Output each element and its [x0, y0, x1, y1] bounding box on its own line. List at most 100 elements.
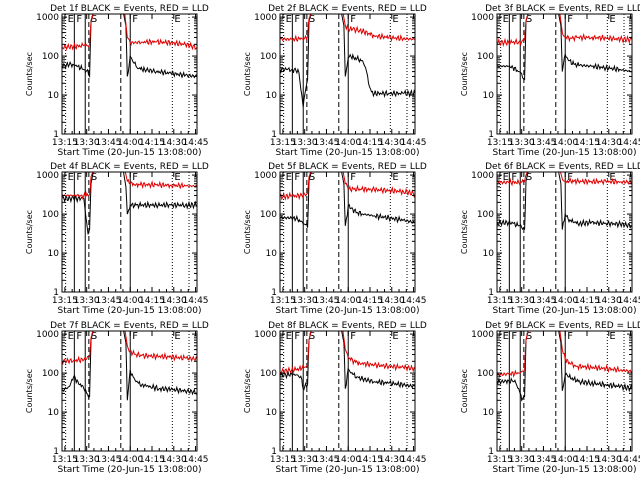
x-tick-label: 13:30	[74, 138, 100, 148]
x-tick-label: 13:30	[509, 138, 535, 148]
series-group	[497, 172, 632, 231]
y-tick-label: 1	[488, 447, 494, 457]
x-tick-label: 13:15	[487, 455, 513, 465]
y-tick-label: 1000	[471, 330, 494, 340]
x-tick-label: 14:30	[596, 455, 622, 465]
lld-series-line	[497, 172, 632, 187]
series-group	[62, 14, 197, 79]
lld-series-line	[280, 172, 415, 201]
y-axis-label: Counts/sec	[243, 369, 252, 413]
x-tick-label: 13:15	[52, 296, 78, 306]
marker-label-f: F	[76, 172, 82, 183]
x-tick-label: 14:00	[335, 138, 361, 148]
x-tick-label: 14:15	[357, 138, 383, 148]
marker-label-f: F	[567, 14, 573, 25]
marker-label-s: S	[526, 14, 532, 25]
panel-title: Det 6f BLACK = Events, RED = LLD	[485, 162, 640, 172]
plot-frame	[279, 13, 416, 135]
x-tick-label: 14:45	[183, 455, 209, 465]
x-tick-label: 13:30	[292, 138, 318, 148]
y-tick-label: 1	[488, 288, 494, 298]
plot-frame	[279, 330, 416, 452]
marker-label-s: S	[91, 172, 97, 183]
x-tick-label: 13:45	[530, 138, 556, 148]
x-tick-label: 13:15	[52, 138, 78, 148]
marker-label-e: E	[286, 14, 292, 25]
series-group	[280, 14, 415, 107]
events-series-line	[280, 172, 415, 228]
lld-series-line	[62, 14, 197, 51]
marker-label-f: F	[76, 331, 82, 342]
x-tick-label: 14:30	[596, 296, 622, 306]
x-tick-label: 14:45	[401, 138, 427, 148]
marker-label-s: S	[309, 331, 315, 342]
plot-frame	[61, 330, 198, 452]
y-axis-label: Counts/sec	[25, 210, 34, 254]
x-tick-label: 14:15	[357, 296, 383, 306]
y-tick-label: 1000	[471, 13, 494, 23]
panel-det-9f: E F S F E110100100013:1513:3013:4514:0014:15…	[460, 321, 640, 475]
events-series-line	[280, 331, 415, 391]
y-tick-label: 1	[488, 130, 494, 140]
marker-label-e: E	[68, 172, 74, 183]
panel-title: Det 3f BLACK = Events, RED = LLD	[485, 4, 640, 14]
y-tick-label: 1000	[471, 171, 494, 181]
y-tick-label: 1000	[36, 171, 59, 181]
panel-title: Det 7f BLACK = Events, RED = LLD	[50, 321, 209, 331]
marker-label-e: E	[286, 172, 292, 183]
y-tick-label: 100	[42, 210, 59, 220]
x-tick-label: 14:00	[552, 455, 578, 465]
panel-det-7f: E F S F E110100100013:1513:3013:4514:0014:15…	[25, 321, 209, 475]
events-series-line	[497, 331, 632, 402]
x-tick-label: 13:15	[270, 138, 296, 148]
y-tick-label: 1	[271, 447, 277, 457]
lld-series-line	[497, 331, 632, 379]
marker-label-f: F	[132, 14, 138, 25]
x-tick-label: 14:30	[379, 138, 405, 148]
x-tick-label: 13:30	[292, 455, 318, 465]
x-tick-label: 13:15	[487, 138, 513, 148]
panel-title: Det 4f BLACK = Events, RED = LLD	[50, 162, 209, 172]
y-tick-label: 10	[483, 91, 495, 101]
y-axis-label: Counts/sec	[460, 369, 469, 413]
y-tick-label: 10	[48, 91, 60, 101]
x-tick-label: 14:00	[335, 455, 361, 465]
x-axis-label: Start Time (20-Jun-15 13:08:00)	[58, 465, 202, 475]
y-tick-label: 100	[42, 52, 59, 62]
x-axis-label: Start Time (20-Jun-15 13:08:00)	[493, 148, 637, 158]
y-tick-label: 10	[483, 249, 495, 259]
y-tick-label: 10	[483, 408, 495, 418]
marker-label-s: S	[526, 172, 532, 183]
series-group	[62, 172, 197, 235]
panel-det-2f: E F S F E110100100013:1513:3013:4514:0014:15…	[243, 4, 427, 158]
marker-label-f: F	[76, 14, 82, 25]
marker-label-e: E	[174, 331, 180, 342]
marker-label-f: F	[567, 331, 573, 342]
panel-det-4f: E F S F E110100100013:1513:3013:4514:0014:15…	[25, 162, 209, 316]
x-tick-label: 13:30	[509, 455, 535, 465]
x-tick-label: 14:15	[139, 455, 165, 465]
marker-label-f: F	[294, 14, 300, 25]
marker-label-f: F	[294, 172, 300, 183]
y-axis-label: Counts/sec	[243, 210, 252, 254]
x-tick-label: 14:45	[183, 296, 209, 306]
x-tick-label: 14:45	[618, 138, 640, 148]
marker-label-e: E	[609, 331, 615, 342]
panel-title: Det 5f BLACK = Events, RED = LLD	[268, 162, 427, 172]
y-tick-label: 10	[48, 408, 60, 418]
y-tick-label: 10	[266, 249, 278, 259]
panel-title: Det 9f BLACK = Events, RED = LLD	[485, 321, 640, 331]
x-tick-label: 14:45	[401, 455, 427, 465]
x-tick-label: 14:15	[139, 138, 165, 148]
events-series-line	[280, 14, 415, 107]
y-tick-label: 10	[266, 91, 278, 101]
marker-label-e: E	[174, 172, 180, 183]
x-tick-label: 14:00	[552, 296, 578, 306]
marker-label-f: F	[511, 14, 517, 25]
x-axis-label: Start Time (20-Jun-15 13:08:00)	[58, 306, 202, 316]
x-tick-label: 13:45	[530, 455, 556, 465]
x-axis-label: Start Time (20-Jun-15 13:08:00)	[276, 306, 420, 316]
x-axis-label: Start Time (20-Jun-15 13:08:00)	[58, 148, 202, 158]
events-series-line	[62, 172, 197, 235]
